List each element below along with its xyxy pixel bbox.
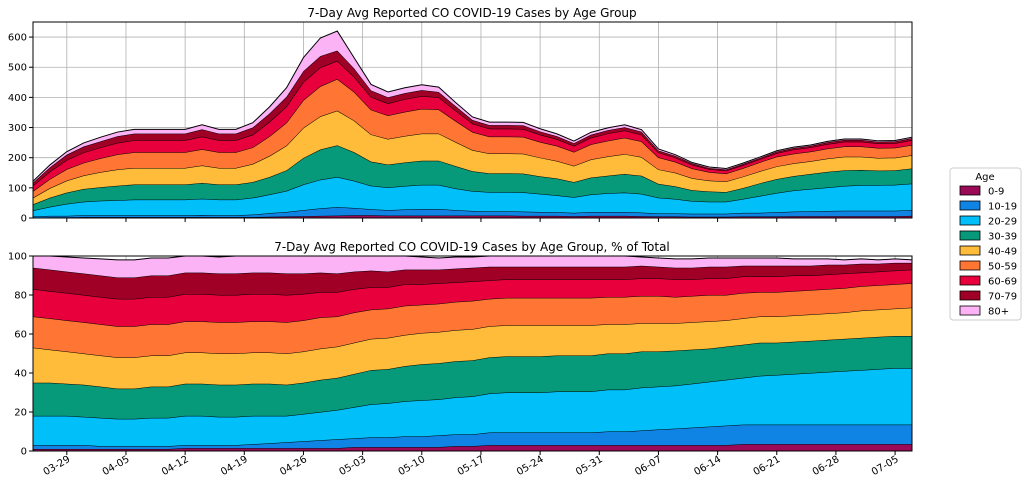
- top-x-axis-ticks: [66, 218, 896, 222]
- legend-swatch-40-49: [959, 245, 981, 256]
- legend-label: 70-79: [988, 292, 1017, 303]
- x-tick-label: 03-29: [42, 454, 73, 478]
- top-plot-frame: [32, 21, 913, 219]
- area-edge-80plus: [33, 255, 913, 261]
- y-tick-label: 60: [14, 330, 27, 341]
- x-tick-label: 05-31: [574, 454, 605, 478]
- x-tick-label: 05-03: [337, 454, 368, 478]
- y-tick-label: 0: [21, 447, 27, 458]
- x-tick-label: 05-24: [515, 454, 546, 478]
- bottom-chart-title: 7-Day Avg Reported CO COVID-19 Cases by …: [274, 240, 670, 254]
- area-50-59: [33, 78, 912, 198]
- y-tick-label: 80: [14, 291, 27, 302]
- area-10-19: [33, 424, 912, 450]
- y-tick-label: 500: [8, 63, 27, 74]
- y-tick-label: 300: [8, 123, 27, 134]
- bottom-y-axis-ticks: 0 20 40 60 80 100: [8, 252, 33, 458]
- y-tick-label: 0: [21, 214, 27, 225]
- x-tick-label: 06-14: [692, 454, 723, 478]
- percent-stacked-area-panel: 7-Day Avg Reported CO COVID-19 Cases by …: [8, 240, 913, 478]
- x-tick-label: 04-05: [101, 454, 132, 478]
- area-30-39: [33, 145, 912, 211]
- x-tick-label: 06-21: [752, 454, 783, 478]
- area-40-49: [33, 307, 912, 389]
- top-chart-title: 7-Day Avg Reported CO COVID-19 Cases by …: [307, 6, 636, 20]
- top-y-axis-ticks: 0 100 200 300 400 500 600: [8, 33, 33, 225]
- x-tick-label: 05-10: [397, 454, 428, 478]
- legend-swatch-20-29: [959, 215, 981, 226]
- legend-label: 30-39: [988, 232, 1017, 243]
- bottom-x-axis-ticks: 03-29 04-05 04-12 04-19 04-26 05-03 05-10 05-17…: [42, 451, 901, 478]
- legend-swatch-50-59: [959, 260, 981, 271]
- legend-swatch-60-69: [959, 275, 981, 286]
- legend: Age 0-9 10-19 20-29 30-39 40-49 50-59 60-69 70-…: [949, 167, 1022, 321]
- legend-swatch-70-79: [959, 290, 981, 301]
- legend-swatch-80plus: [959, 305, 981, 316]
- y-tick-label: 200: [8, 153, 27, 164]
- legend-swatch-10-19: [959, 200, 981, 211]
- y-tick-label: 40: [14, 369, 27, 380]
- y-tick-label: 100: [8, 252, 27, 263]
- legend-label: 60-69: [988, 277, 1017, 288]
- y-tick-label: 400: [8, 93, 27, 104]
- legend-label: 80+: [988, 307, 1009, 318]
- area-20-29: [33, 368, 912, 447]
- legend-swatch-30-39: [959, 230, 981, 241]
- x-tick-label: 04-12: [160, 454, 191, 478]
- area-40-49: [33, 110, 912, 205]
- x-tick-label: 05-17: [456, 454, 487, 478]
- x-tick-label: 04-19: [219, 454, 250, 478]
- area-60-69: [33, 60, 912, 192]
- legend-label: 10-19: [988, 202, 1017, 213]
- area-0-9: [33, 444, 912, 451]
- legend-label: 40-49: [988, 247, 1017, 258]
- area-70-79: [33, 262, 912, 299]
- area-20-29: [33, 176, 912, 217]
- x-tick-label: 06-07: [633, 454, 664, 478]
- y-tick-label: 20: [14, 408, 27, 419]
- legend-title: Age: [975, 172, 994, 183]
- cases-stacked-area-panel: 7-Day Avg Reported CO COVID-19 Cases by …: [8, 6, 913, 225]
- area-80plus: [33, 256, 912, 278]
- area-30-39: [33, 335, 912, 419]
- y-tick-label: 100: [8, 183, 27, 194]
- legend-swatch-0-9: [959, 185, 981, 196]
- x-tick-label: 06-28: [811, 454, 842, 478]
- legend-items: 0-9 10-19 20-29 30-39 40-49 50-59 60-69 70-79 80…: [959, 185, 1017, 318]
- area-edge-80plus: [32, 30, 913, 182]
- bottom-plot-frame: [32, 255, 913, 452]
- area-60-69: [33, 269, 912, 327]
- bottom-area-series: [32, 255, 913, 451]
- legend-label: 50-59: [988, 262, 1017, 273]
- x-tick-label: 07-05: [870, 454, 901, 478]
- area-50-59: [33, 283, 912, 358]
- legend-label: 20-29: [988, 217, 1017, 228]
- top-area-series: [32, 30, 913, 219]
- x-tick-label: 04-26: [278, 454, 309, 478]
- y-tick-label: 600: [8, 33, 27, 44]
- legend-label: 0-9: [988, 187, 1004, 198]
